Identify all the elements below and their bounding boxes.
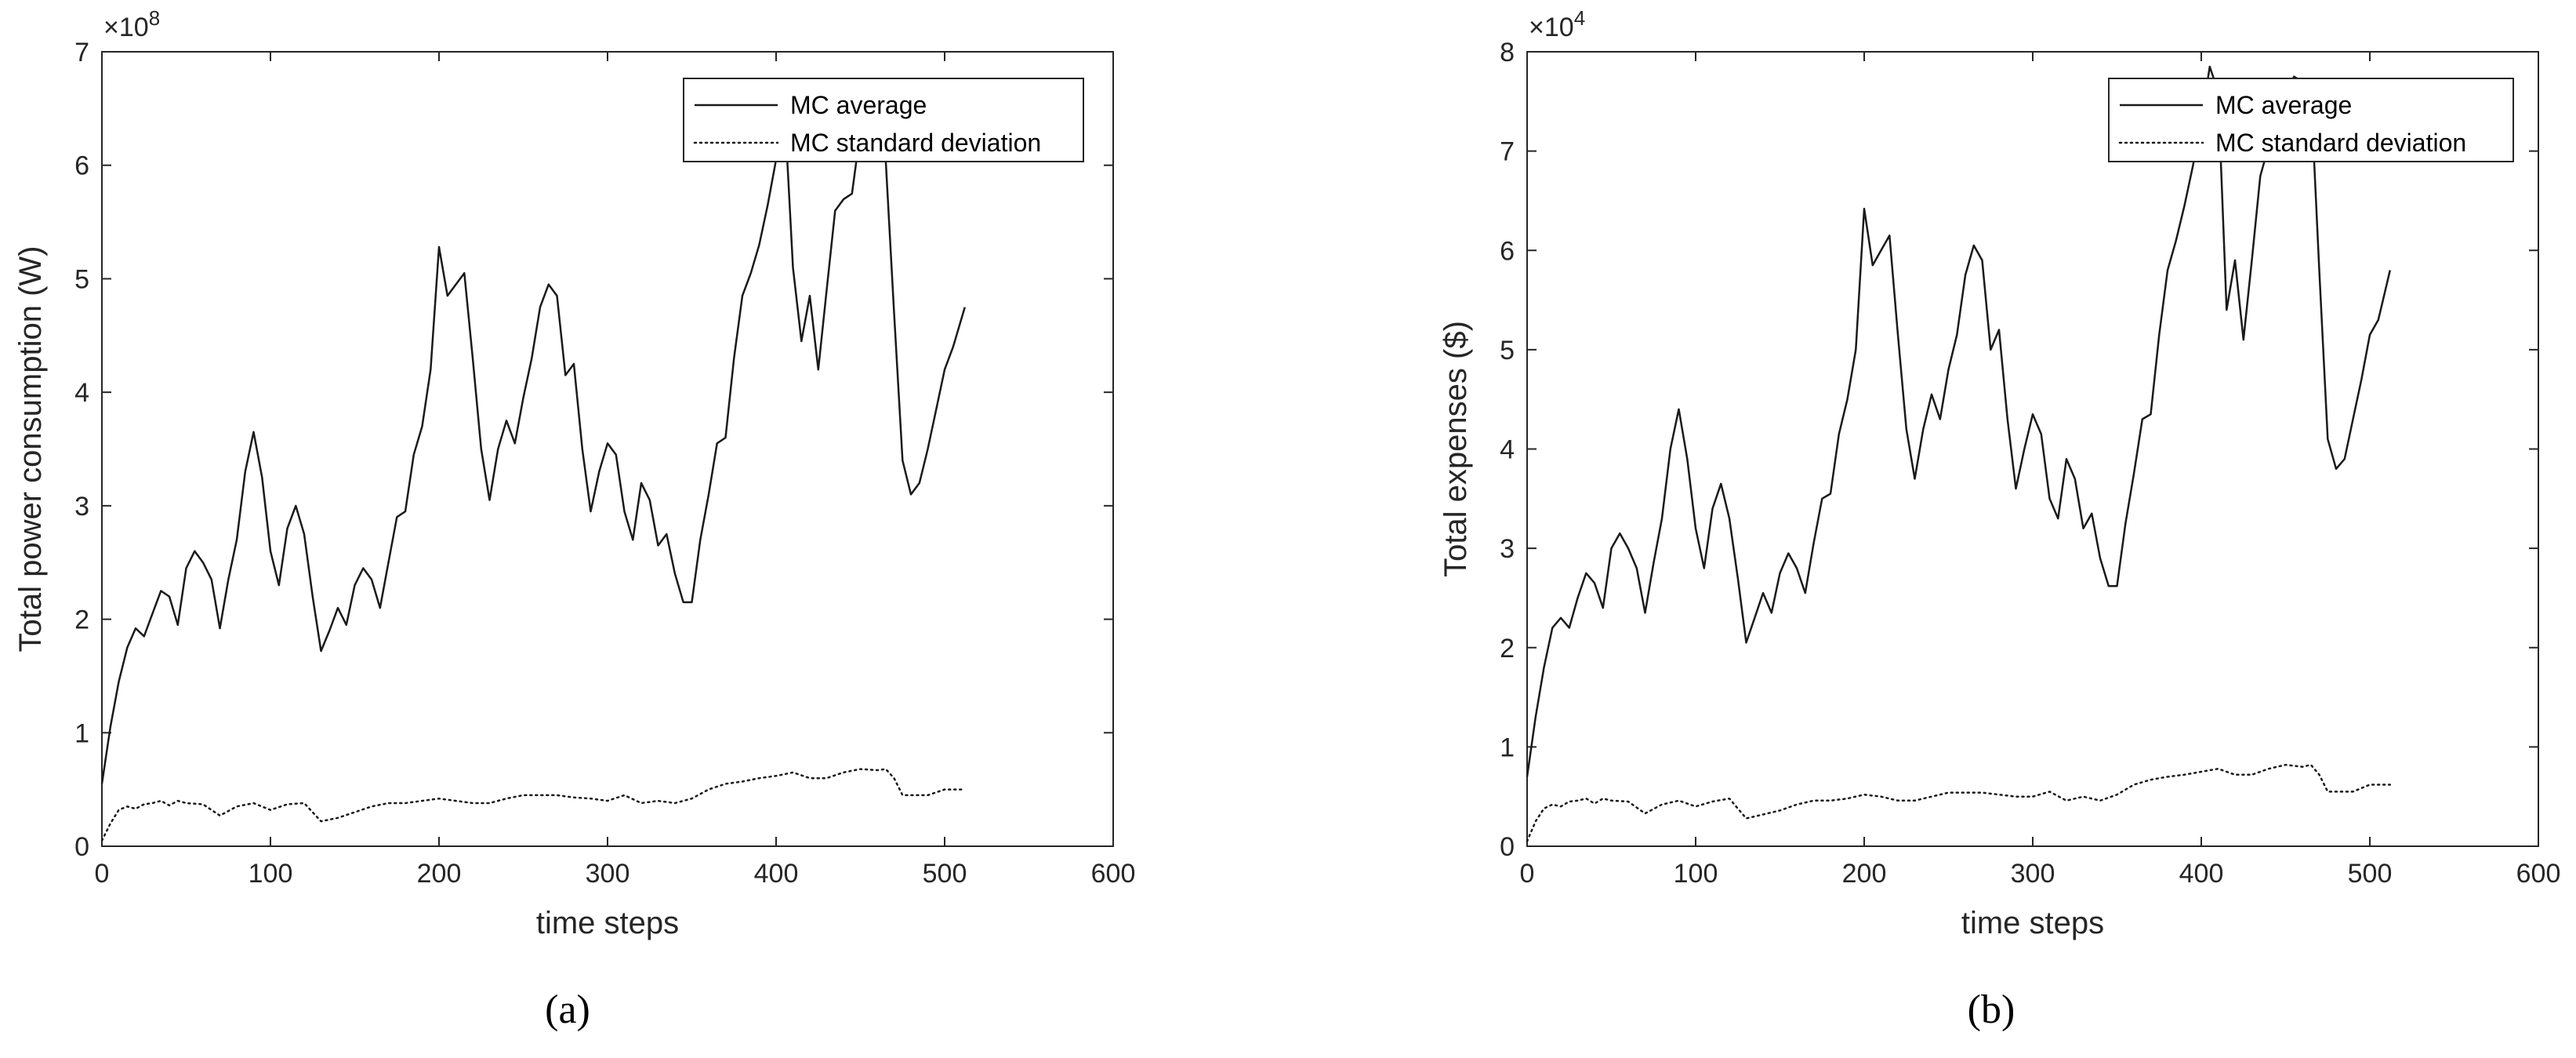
legend: MC average MC standard deviation — [683, 78, 1084, 162]
y-axis-multiplier: ×104 — [1529, 6, 1585, 42]
y-tick-label: 1 — [74, 718, 89, 748]
y-tick-label: 6 — [1500, 236, 1515, 266]
x-tick-label: 200 — [417, 859, 462, 889]
y-tick-label: 3 — [1500, 534, 1515, 564]
x-tick-label: 100 — [249, 859, 293, 889]
y-tick-label: 4 — [1500, 435, 1515, 465]
legend-label: MC average — [790, 91, 927, 119]
legend-box — [2108, 78, 2514, 162]
y-axis-multiplier: ×108 — [103, 6, 160, 42]
x-tick-label: 600 — [1091, 859, 1136, 889]
series-mc-average-line — [100, 96, 966, 784]
x-tick-label: 100 — [1674, 859, 1718, 889]
y-tick-label: 4 — [74, 378, 89, 408]
x-tick-label: 300 — [2011, 859, 2055, 889]
legend-label: MC average — [2215, 91, 2352, 119]
panel-caption: (b) — [1968, 987, 2015, 1032]
series-mc-std-line — [1526, 763, 2392, 842]
y-tick-label: 8 — [1500, 38, 1515, 67]
x-axis-label: time steps — [536, 906, 679, 940]
y-tick-label: 2 — [1500, 634, 1515, 664]
x-tick-label: 500 — [923, 859, 967, 889]
chart-panel-a: 0 100 200 300 400 500 600 0 1 2 3 4 5 6 7 ×108 time step… — [13, 6, 1135, 1032]
x-tick-label: 300 — [586, 859, 630, 889]
legend-label: MC standard deviation — [790, 129, 1041, 157]
x-tick-label: 400 — [2179, 859, 2224, 889]
y-tick-label: 3 — [74, 492, 89, 522]
y-tick-label: 5 — [1500, 336, 1515, 365]
plot-area — [101, 51, 1114, 847]
x-tick-label: 200 — [1842, 859, 1887, 889]
panel-caption: (a) — [545, 987, 590, 1032]
y-axis-label: Total expenses ($) — [1439, 321, 1473, 577]
legend: MC average MC standard deviation — [2108, 78, 2514, 162]
legend-label: MC standard deviation — [2215, 129, 2466, 157]
x-tick-label: 500 — [2348, 859, 2393, 889]
y-tick-label: 7 — [74, 38, 89, 67]
y-tick-label: 0 — [1500, 832, 1515, 862]
x-tick-label: 600 — [2516, 859, 2561, 889]
multiplier-base: ×10 — [1529, 13, 1574, 42]
y-tick-label: 1 — [1500, 733, 1515, 762]
y-tick-label: 6 — [74, 151, 89, 181]
x-tick-label: 0 — [95, 859, 110, 889]
series-mc-average-line — [1526, 65, 2392, 777]
y-axis-label: Total power consumption (W) — [13, 246, 48, 653]
x-tick-label: 400 — [754, 859, 799, 889]
x-tick-label: 0 — [1520, 859, 1535, 889]
multiplier-base: ×10 — [103, 13, 149, 42]
multiplier-exponent: 4 — [1574, 6, 1585, 30]
y-tick-label: 2 — [74, 605, 89, 635]
multiplier-exponent: 8 — [149, 6, 160, 30]
legend-box — [683, 78, 1084, 162]
series-mc-std-line — [100, 768, 967, 842]
plot-area — [1526, 51, 2539, 847]
y-tick-label: 7 — [1500, 137, 1515, 167]
y-tick-label: 0 — [74, 832, 89, 862]
x-axis-label: time steps — [1961, 906, 2104, 940]
y-tick-label: 5 — [74, 264, 89, 294]
